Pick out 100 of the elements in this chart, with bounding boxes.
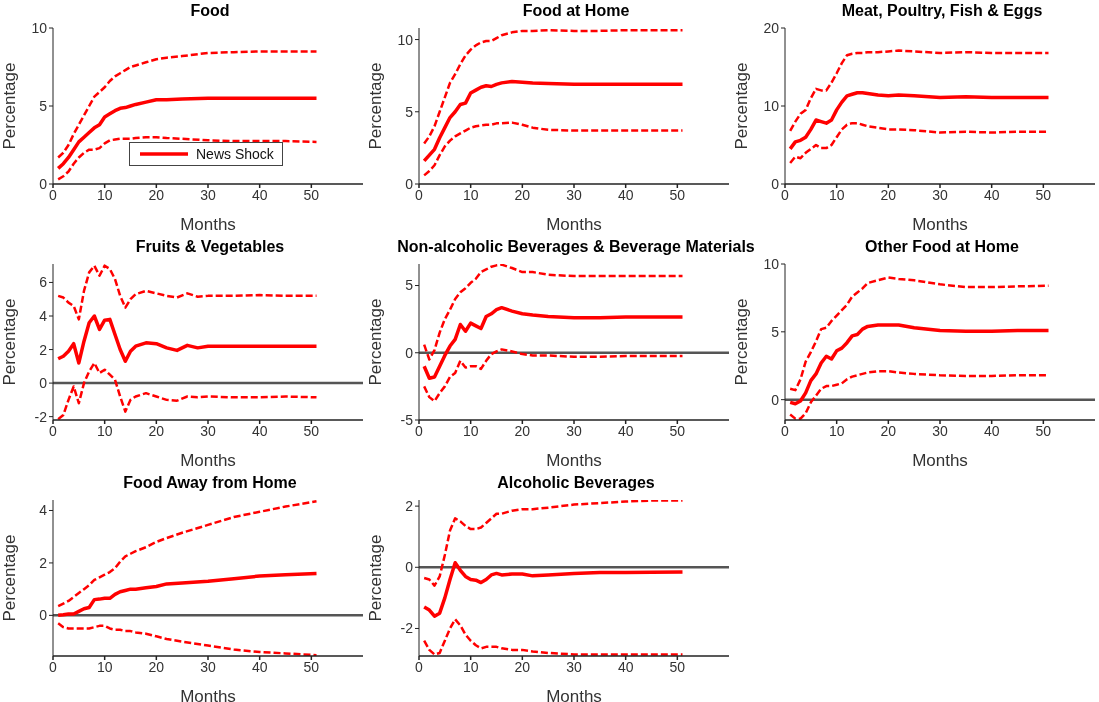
y-axis-title: Percentage [732,298,752,386]
line-series [56,314,319,365]
x-tick-label: 20 [148,186,165,203]
line-series [56,571,319,618]
x-axis-title: Months [180,687,236,702]
x-tick-label: 40 [251,658,268,675]
x-tick-label: 30 [200,658,216,675]
line-series [56,96,319,171]
line-series [56,361,318,420]
y-tick-label: 0 [771,175,780,192]
x-axis-title: Months [546,451,602,470]
x-tick-label: 50 [669,658,686,675]
chart-title: Alcoholic Beverages [497,474,655,492]
x-tick-label: 20 [148,422,165,439]
chart-title: Meat, Poultry, Fish & Eggs [841,2,1043,20]
x-tick-label: 10 [828,186,845,203]
line-series [422,121,684,177]
line-series [422,348,684,403]
y-axis-title: Percentage [366,298,386,386]
line-series [422,28,684,145]
x-tick-label: 40 [617,422,634,439]
line-series [422,264,684,361]
y-tick-label: 10 [763,255,780,272]
x-tick-label: 30 [566,422,582,439]
x-tick-label: 50 [1035,422,1052,439]
y-tick-label: -5 [400,411,414,428]
y-tick-label: 10 [31,19,48,36]
y-axis-title: Percentage [0,298,20,386]
y-tick-label: 0 [405,344,414,361]
x-tick-label: 20 [514,658,531,675]
x-tick-label: 10 [828,422,845,439]
y-tick-label: 0 [405,175,414,192]
x-axis-title: Months [180,215,236,234]
line-series [422,500,684,587]
y-tick-label: 5 [405,277,414,294]
y-axis-title: Percentage [732,62,752,150]
x-tick-label: 40 [251,186,268,203]
x-tick-label: 20 [514,422,531,439]
x-axis-title: Months [546,687,602,702]
y-tick-label: 0 [39,607,48,624]
y-tick-label: 20 [763,19,780,36]
line-series [422,79,685,163]
x-axis-title: Months [912,451,968,470]
x-tick-label: 40 [251,422,268,439]
chart-title: Food Away from Home [123,474,297,492]
y-axis-title: Percentage [366,62,386,150]
line-series [422,305,685,381]
line-series [56,50,318,159]
x-tick-label: 30 [200,186,216,203]
x-tick-label: 50 [303,422,320,439]
y-tick-label: 4 [39,307,48,324]
chart-title: Fruits & Vegetables [135,238,285,256]
y-axis-title: Percentage [0,534,20,622]
line-series [788,323,1051,406]
x-tick-label: 50 [303,186,320,203]
y-tick-label: 5 [39,97,48,114]
x-tick-label: 40 [983,186,1000,203]
y-tick-label: 10 [763,97,780,114]
line-series [56,621,318,656]
x-tick-label: 30 [566,658,582,675]
y-tick-label: 4 [39,502,48,519]
line-series [788,49,1050,133]
x-tick-label: 50 [1035,186,1052,203]
line-series [422,618,684,656]
x-tick-label: 50 [669,186,686,203]
x-tick-label: 30 [932,186,948,203]
chart-title: Non-alcoholic Beverages & Beverage Materials [397,238,755,256]
y-tick-label: 2 [39,341,48,358]
line-series [56,264,318,321]
y-tick-label: 0 [39,175,48,192]
x-tick-label: 30 [932,422,948,439]
x-tick-label: 20 [514,186,531,203]
x-tick-label: 10 [462,422,479,439]
y-tick-label: 5 [405,103,414,120]
x-tick-label: 30 [200,422,216,439]
chart-title: Other Food at Home [865,238,1019,256]
line-series [788,90,1051,151]
x-tick-label: 20 [148,658,165,675]
y-tick-label: 0 [771,391,780,408]
x-tick-label: 40 [983,422,1000,439]
line-series [422,560,685,618]
y-axis-title: Percentage [366,534,386,622]
y-tick-label: 5 [771,323,780,340]
x-tick-label: 10 [462,186,479,203]
x-tick-label: 20 [880,422,897,439]
x-tick-label: 10 [96,422,113,439]
line-series [56,135,318,181]
x-tick-label: 40 [617,658,634,675]
chart-title: Food at Home [522,2,630,20]
x-tick-label: 10 [96,658,113,675]
y-axis-title: Percentage [0,62,20,150]
chart-title: Food [190,2,230,20]
x-tick-label: 30 [566,186,582,203]
line-series [788,276,1050,392]
x-tick-label: 10 [96,186,113,203]
y-tick-label: 6 [39,274,48,291]
x-axis-title: Months [546,215,602,234]
y-tick-label: -2 [400,620,414,637]
x-tick-label: 50 [303,658,320,675]
x-axis-title: Months [180,451,236,470]
